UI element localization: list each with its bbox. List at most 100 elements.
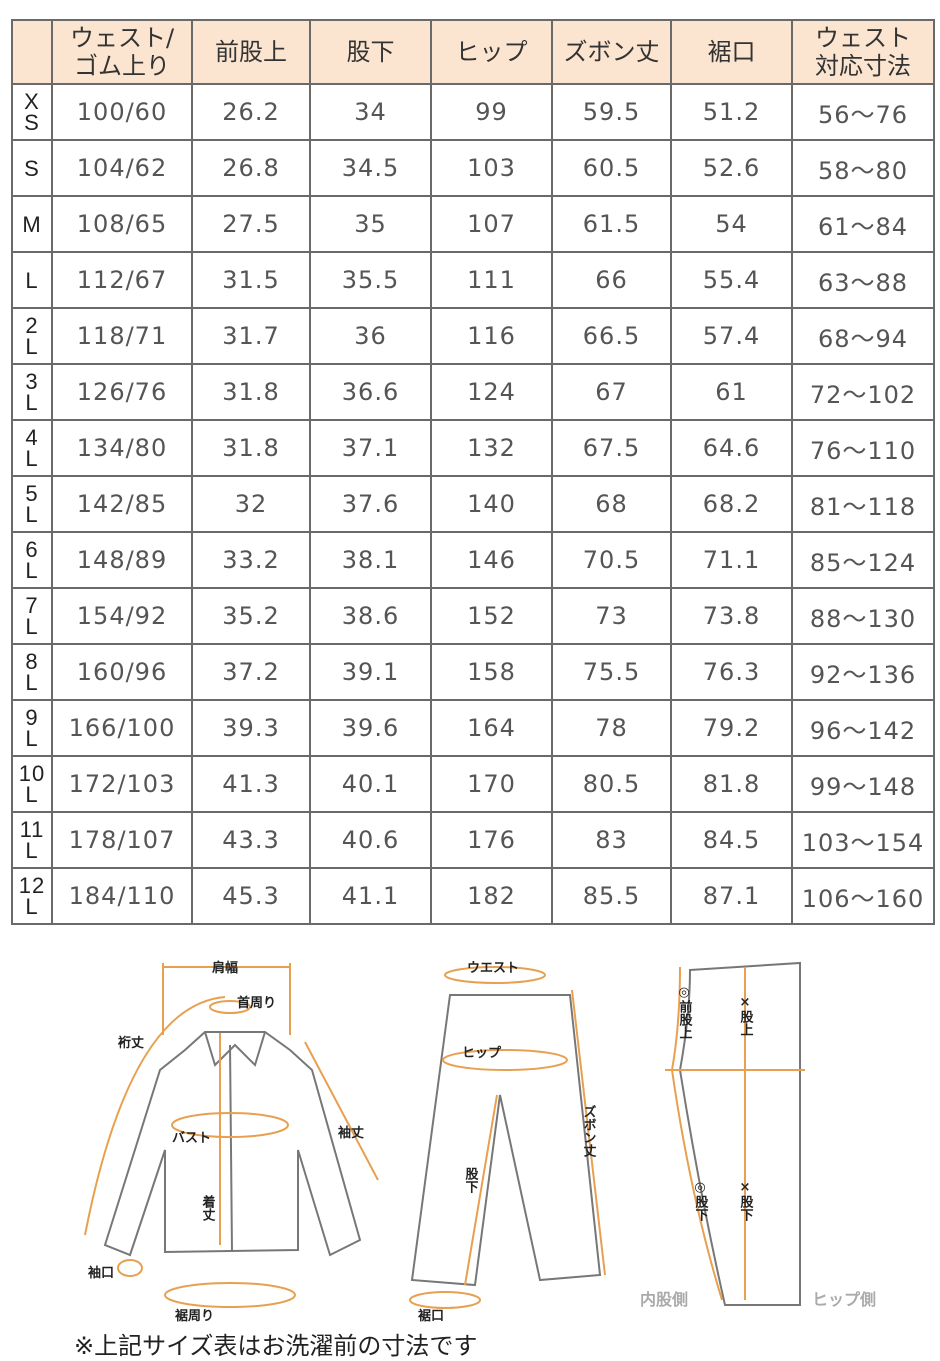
table-cell: 66: [551, 251, 672, 309]
table-row: 3 L 126/76 31.8 36.6 124 67 61 72～102: [11, 363, 935, 421]
table-cell: 39.6: [309, 699, 432, 757]
table-cell: 99～148: [791, 755, 935, 813]
table-cell: 68.2: [670, 475, 793, 533]
table-cell: 85～124: [791, 531, 935, 589]
table-cell: 158: [430, 643, 553, 701]
table-cell: 32: [191, 475, 311, 533]
table-cell: 118/71: [51, 307, 193, 365]
table-cell: 140: [430, 475, 553, 533]
size-label: 3 L: [11, 363, 53, 421]
column-header: [11, 19, 53, 85]
table-cell: 40.1: [309, 755, 432, 813]
table-cell: 35.5: [309, 251, 432, 309]
table-cell: 76.3: [670, 643, 793, 701]
table-cell: 170: [430, 755, 553, 813]
table-cell: 45.3: [191, 867, 311, 925]
table-row: 9 L 166/100 39.3 39.6 164 78 79.2 96～142: [11, 699, 935, 757]
table-row: 8 L 160/96 37.2 39.1 158 75.5 76.3 92～136: [11, 643, 935, 701]
table-cell: 176: [430, 811, 553, 869]
table-cell: 35: [309, 195, 432, 253]
table-row: M 108/65 27.5 35 107 61.5 54 61～84: [11, 195, 935, 253]
table-cell: 107: [430, 195, 553, 253]
table-cell: 59.5: [551, 83, 672, 141]
table-cell: 37.2: [191, 643, 311, 701]
table-cell: 61～84: [791, 195, 935, 253]
table-cell: 166/100: [51, 699, 193, 757]
label-neck: 首周り: [237, 995, 276, 1011]
table-cell: 99: [430, 83, 553, 141]
label-rise: ×股上: [738, 995, 754, 1036]
table-cell: 66.5: [551, 307, 672, 365]
table-cell: 54: [670, 195, 793, 253]
table-cell: 184/110: [51, 867, 193, 925]
table-cell: 31.8: [191, 419, 311, 477]
table-cell: 71.1: [670, 531, 793, 589]
table-cell: 124: [430, 363, 553, 421]
column-header: ウェスト 対応寸法: [791, 19, 935, 85]
size-label: 10 L: [11, 755, 53, 813]
size-label: M: [11, 195, 53, 253]
size-label: 6 L: [11, 531, 53, 589]
measurement-diagram: 肩幅 首周り 裄丈 袖丈 バスト 着丈 袖口 裾周り ウエスト ヒップ ズボン丈…: [84, 960, 876, 1324]
label-waist: ウエスト: [467, 961, 519, 976]
column-header: ヒップ: [430, 19, 553, 85]
label-sleeve: 袖丈: [338, 1125, 364, 1141]
table-cell: 39.3: [191, 699, 311, 757]
table-cell: 26.2: [191, 83, 311, 141]
table-cell: 104/62: [51, 139, 193, 197]
table-row: 6 L 148/89 33.2 38.1 146 70.5 71.1 85～124: [11, 531, 935, 589]
table-cell: 36: [309, 307, 432, 365]
table-cell: 80.5: [551, 755, 672, 813]
table-cell: 73.8: [670, 587, 793, 645]
table-cell: 34.5: [309, 139, 432, 197]
table-cell: 78: [551, 699, 672, 757]
table-cell: 182: [430, 867, 553, 925]
table-cell: 67: [551, 363, 672, 421]
size-label: S: [11, 139, 53, 197]
table-cell: 56～76: [791, 83, 935, 141]
table-cell: 152: [430, 587, 553, 645]
table-cell: 63～88: [791, 251, 935, 309]
table-cell: 85.5: [551, 867, 672, 925]
shirt-drawing: [103, 1031, 362, 1257]
size-label: 4 L: [11, 419, 53, 477]
table-row: 4 L 134/80 31.8 37.1 132 67.5 64.6 76～110: [11, 419, 935, 477]
table-cell: 75.5: [551, 643, 672, 701]
table-cell: 36.6: [309, 363, 432, 421]
label-hip-side: ヒップ側: [812, 1290, 876, 1309]
table-row: 2 L 118/71 31.7 36 116 66.5 57.4 68～94: [11, 307, 935, 365]
table-cell: 103～154: [791, 811, 935, 869]
table-cell: 41.3: [191, 755, 311, 813]
side-pants-drawing: [678, 961, 801, 1306]
table-cell: 87.1: [670, 867, 793, 925]
table-cell: 31.5: [191, 251, 311, 309]
table-cell: 92～136: [791, 643, 935, 701]
table-row: L 112/67 31.5 35.5 111 66 55.4 63～88: [11, 251, 935, 309]
table-cell: 132: [430, 419, 553, 477]
table-cell: 67.5: [551, 419, 672, 477]
size-label: 5 L: [11, 475, 53, 533]
table-cell: 26.8: [191, 139, 311, 197]
header-row: ウェスト/ ゴム上り 前股上 股下 ヒップ ズボン丈 裾口 ウェスト 対応寸法: [11, 19, 935, 85]
table-cell: 164: [430, 699, 553, 757]
label-pants-hem: 裾口: [418, 1308, 444, 1324]
label-yuki: 裄丈: [117, 1035, 144, 1051]
table-cell: 57.4: [670, 307, 793, 365]
table-cell: 79.2: [670, 699, 793, 757]
table-cell: 33.2: [191, 531, 311, 589]
table-cell: 41.1: [309, 867, 432, 925]
table-cell: 81.8: [670, 755, 793, 813]
label-bust: バスト: [172, 1131, 211, 1146]
label-shoulder: 肩幅: [212, 960, 238, 976]
table-cell: 100/60: [51, 83, 193, 141]
table-cell: 35.2: [191, 587, 311, 645]
table-row: 7 L 154/92 35.2 38.6 152 73 73.8 88～130: [11, 587, 935, 645]
size-label: 8 L: [11, 643, 53, 701]
shirt-measure-lines: [84, 963, 379, 1308]
table-cell: 40.6: [309, 811, 432, 869]
size-label: 7 L: [11, 587, 53, 645]
table-cell: 34: [309, 83, 432, 141]
label-inseam-o: ◎股下: [693, 1180, 709, 1222]
label-hem: 裾周り: [175, 1308, 214, 1324]
column-header: 前股上: [191, 19, 311, 85]
